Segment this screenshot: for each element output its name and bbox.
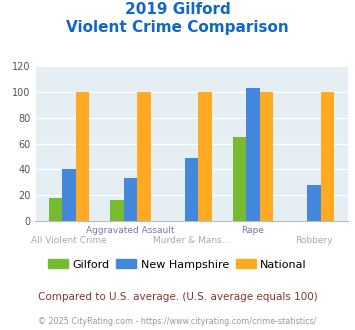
Bar (307, 185, 321, 221)
Text: All Violent Crime: All Violent Crime (31, 236, 107, 245)
Text: Murder & Mans...: Murder & Mans... (153, 236, 230, 245)
Text: Violent Crime Comparison: Violent Crime Comparison (66, 20, 289, 35)
Bar (124, 179, 137, 221)
Bar (260, 92, 273, 221)
Bar (198, 92, 212, 221)
Bar (233, 137, 246, 221)
Text: 2019 Gilford: 2019 Gilford (125, 2, 230, 16)
Text: Compared to U.S. average. (U.S. average equals 100): Compared to U.S. average. (U.S. average … (38, 292, 317, 302)
Bar (137, 92, 151, 221)
Text: Aggravated Assault: Aggravated Assault (86, 226, 175, 235)
Bar (62, 169, 76, 221)
Bar (246, 88, 260, 221)
Bar (49, 198, 62, 221)
Bar (321, 92, 334, 221)
Text: Rape: Rape (241, 226, 264, 235)
Bar (110, 200, 124, 221)
Legend: Gilford, New Hampshire, National: Gilford, New Hampshire, National (44, 255, 311, 274)
Bar (185, 158, 198, 221)
Text: © 2025 CityRating.com - https://www.cityrating.com/crime-statistics/: © 2025 CityRating.com - https://www.city… (38, 317, 317, 326)
Bar (76, 92, 89, 221)
Text: Robbery: Robbery (295, 236, 333, 245)
